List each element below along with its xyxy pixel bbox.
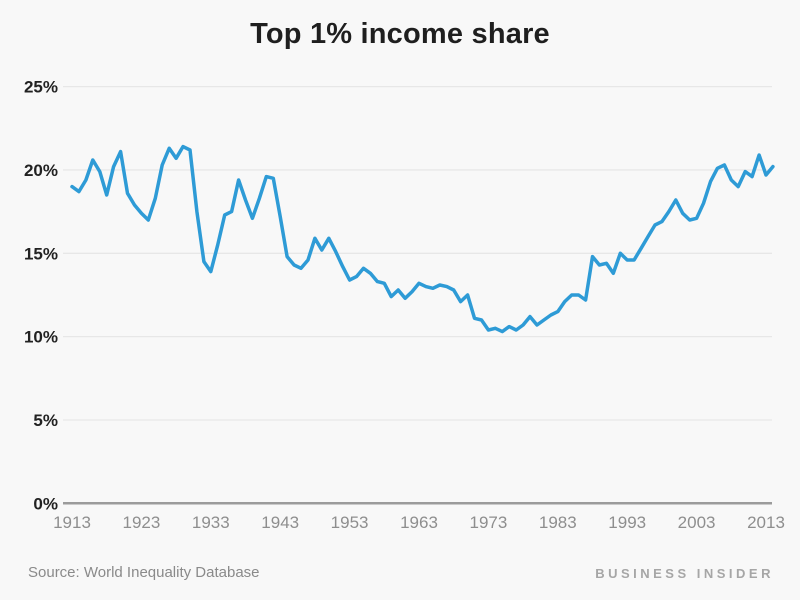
x-tick-label: 1953 bbox=[331, 513, 369, 532]
y-tick-label: 10% bbox=[24, 328, 58, 347]
x-tick-label: 1993 bbox=[608, 513, 646, 532]
x-tick-label: 1983 bbox=[539, 513, 577, 532]
line-chart-canvas: 0% 5% 10% 15% 20% 25% 1913 1923 1933 1943 1953 1963… bbox=[24, 78, 785, 532]
chart-title: Top 1% income share bbox=[250, 18, 550, 50]
x-tick-label: 1973 bbox=[469, 513, 507, 532]
x-tick-label: 1933 bbox=[192, 513, 230, 532]
source-credit: Source: World Inequality Database bbox=[28, 564, 260, 581]
top1-income-share-line bbox=[70, 144, 775, 334]
x-tick-label: 2003 bbox=[678, 513, 716, 532]
x-tick-label: 1913 bbox=[53, 513, 91, 532]
x-tick-label: 1963 bbox=[400, 513, 438, 532]
x-tick-label: 2013 bbox=[747, 513, 785, 532]
brand-wordmark: BUSINESS INSIDER bbox=[595, 566, 774, 581]
x-tick-label: 1923 bbox=[122, 513, 160, 532]
y-tick-label: 0% bbox=[33, 494, 58, 513]
y-tick-label: 15% bbox=[24, 244, 58, 263]
x-tick-label: 1943 bbox=[261, 513, 299, 532]
y-tick-label: 5% bbox=[33, 411, 58, 430]
y-tick-label: 25% bbox=[24, 78, 58, 97]
y-tick-label: 20% bbox=[24, 161, 58, 180]
